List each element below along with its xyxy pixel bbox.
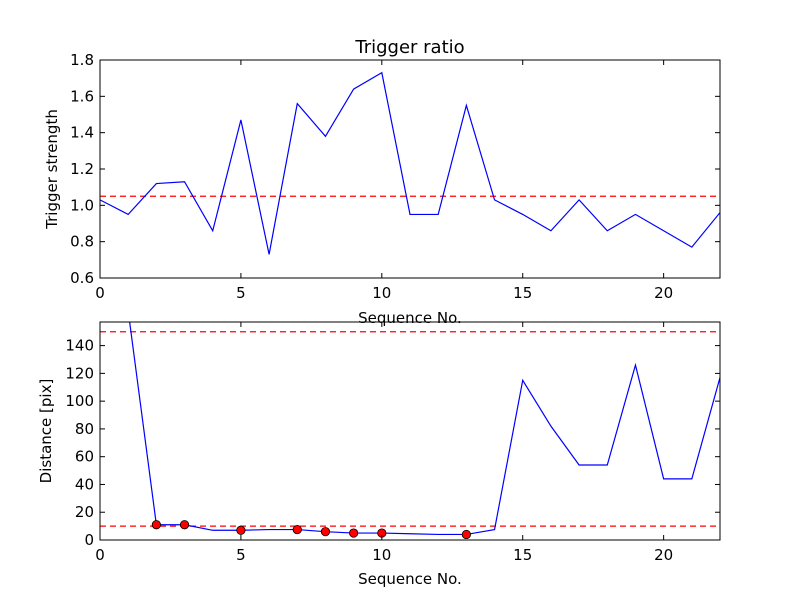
data-point [151,520,161,530]
x-tick-label: 0 [95,546,105,564]
x-tick-label: 15 [513,284,532,302]
x-tick-label: 10 [372,284,391,302]
x-axis-label: Sequence No. [358,570,462,588]
plot-frame [99,59,721,279]
y-axis-label: Distance [pix] [37,379,55,484]
y-tick-label: 0 [84,531,94,549]
x-tick-label: 20 [654,284,673,302]
x-axis-label: Sequence No. [358,309,462,327]
y-tick-label: 1.6 [70,87,94,105]
x-tick-label: 5 [236,284,246,302]
y-tick-label: 20 [75,503,94,521]
threshold-lines [100,331,720,527]
data-point [461,529,471,540]
y-tick-label: 1.4 [70,124,94,142]
x-tick-label: 0 [95,284,105,302]
data-point [236,525,246,535]
y-tick-label: 1.2 [70,160,94,178]
y-tick-label: 0.6 [70,269,94,287]
chart-title: Trigger ratio [354,37,464,58]
series-line [129,322,720,536]
y-tick-label: 120 [65,364,94,382]
x-tick-label: 15 [513,546,532,564]
data-point [179,520,190,530]
y-axis-label: Trigger strength [43,109,61,230]
y-tick-label: 40 [75,475,94,493]
data-point [292,524,302,535]
x-tick-label: 10 [372,546,391,564]
series-lines [100,71,720,255]
x-tick-label: 5 [236,546,246,564]
axis-ticks: 0 5 10 15 20 0.6 0.8 1.0 1.2 1.4 1.6 1.8 [70,51,720,302]
data-point [320,527,331,537]
y-tick-label: 80 [75,420,94,438]
y-tick-label: 1.8 [70,51,94,69]
y-tick-label: 140 [65,337,94,355]
axis-ticks: 0 5 10 15 20 0 20 40 60 80 100 120 140 [65,322,720,564]
y-tick-label: 100 [65,392,94,410]
series-line [100,71,720,255]
plot-frame [99,321,721,541]
y-tick-label: 1.0 [70,196,94,214]
data-point [349,528,359,538]
y-tick-label: 60 [75,448,94,466]
x-tick-label: 20 [654,546,673,564]
y-tick-label: 0.8 [70,233,94,251]
series-lines [129,322,720,540]
